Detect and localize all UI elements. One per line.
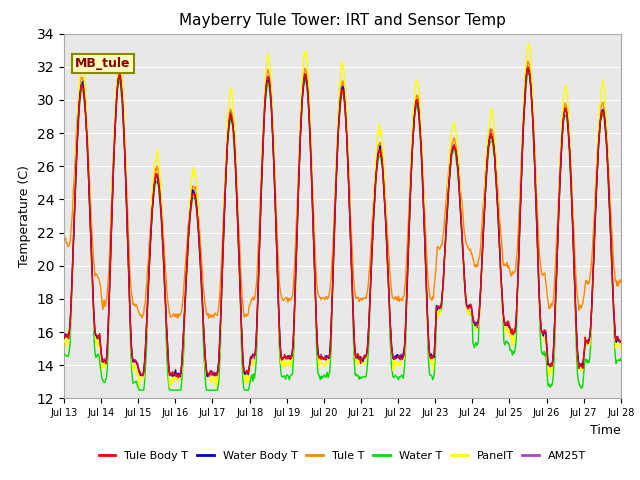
Tule T — [60, 235, 68, 241]
AM25T — [175, 374, 182, 380]
Water Body T — [127, 342, 135, 348]
Water Body T — [184, 244, 192, 250]
Water Body T — [617, 339, 625, 345]
AM25T — [428, 352, 435, 358]
X-axis label: Time: Time — [590, 424, 621, 437]
Tule T — [205, 315, 212, 321]
Tule T — [127, 290, 135, 296]
Water Body T — [70, 221, 78, 227]
PanelT — [127, 346, 135, 352]
Tule T — [411, 101, 419, 107]
Tule Body T — [185, 229, 193, 235]
Tule Body T — [428, 356, 435, 361]
Tule Body T — [524, 64, 532, 70]
PanelT — [525, 41, 532, 47]
Tule Body T — [617, 338, 625, 344]
Line: Tule T: Tule T — [64, 61, 621, 318]
Water T — [127, 361, 135, 367]
AM25T — [185, 228, 193, 234]
Title: Mayberry Tule Tower: IRT and Sensor Temp: Mayberry Tule Tower: IRT and Sensor Temp — [179, 13, 506, 28]
Line: Water T: Water T — [64, 73, 621, 390]
AM25T — [70, 223, 78, 228]
Water T — [60, 351, 68, 357]
Water Body T — [214, 365, 222, 371]
Water Body T — [204, 373, 211, 379]
Water Body T — [524, 66, 531, 72]
Tule Body T — [411, 110, 419, 116]
Tule T — [428, 296, 435, 302]
Water Body T — [411, 109, 419, 115]
PanelT — [70, 206, 78, 212]
Y-axis label: Temperature (C): Temperature (C) — [18, 165, 31, 267]
Line: AM25T: AM25T — [64, 67, 621, 377]
Water T — [135, 387, 143, 393]
Water T — [411, 113, 419, 119]
AM25T — [214, 367, 222, 372]
Tule T — [214, 308, 222, 314]
Tule T — [70, 178, 78, 184]
Tule Body T — [214, 367, 222, 373]
Water Body T — [60, 336, 68, 341]
Tule T — [524, 58, 532, 64]
PanelT — [185, 234, 193, 240]
Water T — [70, 226, 78, 231]
Tule Body T — [175, 375, 182, 381]
AM25T — [60, 331, 68, 336]
Water T — [214, 384, 222, 390]
Tule T — [617, 280, 625, 286]
Line: Water Body T: Water Body T — [64, 69, 621, 376]
Legend: Tule Body T, Water Body T, Tule T, Water T, PanelT, AM25T: Tule Body T, Water Body T, Tule T, Water… — [94, 447, 591, 466]
PanelT — [166, 384, 174, 390]
Line: PanelT: PanelT — [64, 44, 621, 387]
Text: MB_tule: MB_tule — [75, 57, 131, 70]
AM25T — [127, 343, 135, 348]
PanelT — [617, 346, 625, 352]
AM25T — [411, 108, 419, 114]
PanelT — [214, 369, 222, 374]
PanelT — [60, 339, 68, 345]
Tule Body T — [70, 221, 78, 227]
Tule Body T — [127, 344, 135, 350]
Water T — [525, 70, 532, 76]
PanelT — [428, 358, 435, 363]
Tule Body T — [60, 335, 68, 340]
Line: Tule Body T: Tule Body T — [64, 67, 621, 378]
Water T — [185, 234, 193, 240]
PanelT — [411, 95, 419, 100]
AM25T — [524, 64, 532, 70]
Water Body T — [428, 351, 435, 357]
AM25T — [617, 338, 625, 344]
Water T — [617, 356, 625, 361]
Water T — [428, 372, 435, 378]
Tule T — [184, 226, 192, 231]
